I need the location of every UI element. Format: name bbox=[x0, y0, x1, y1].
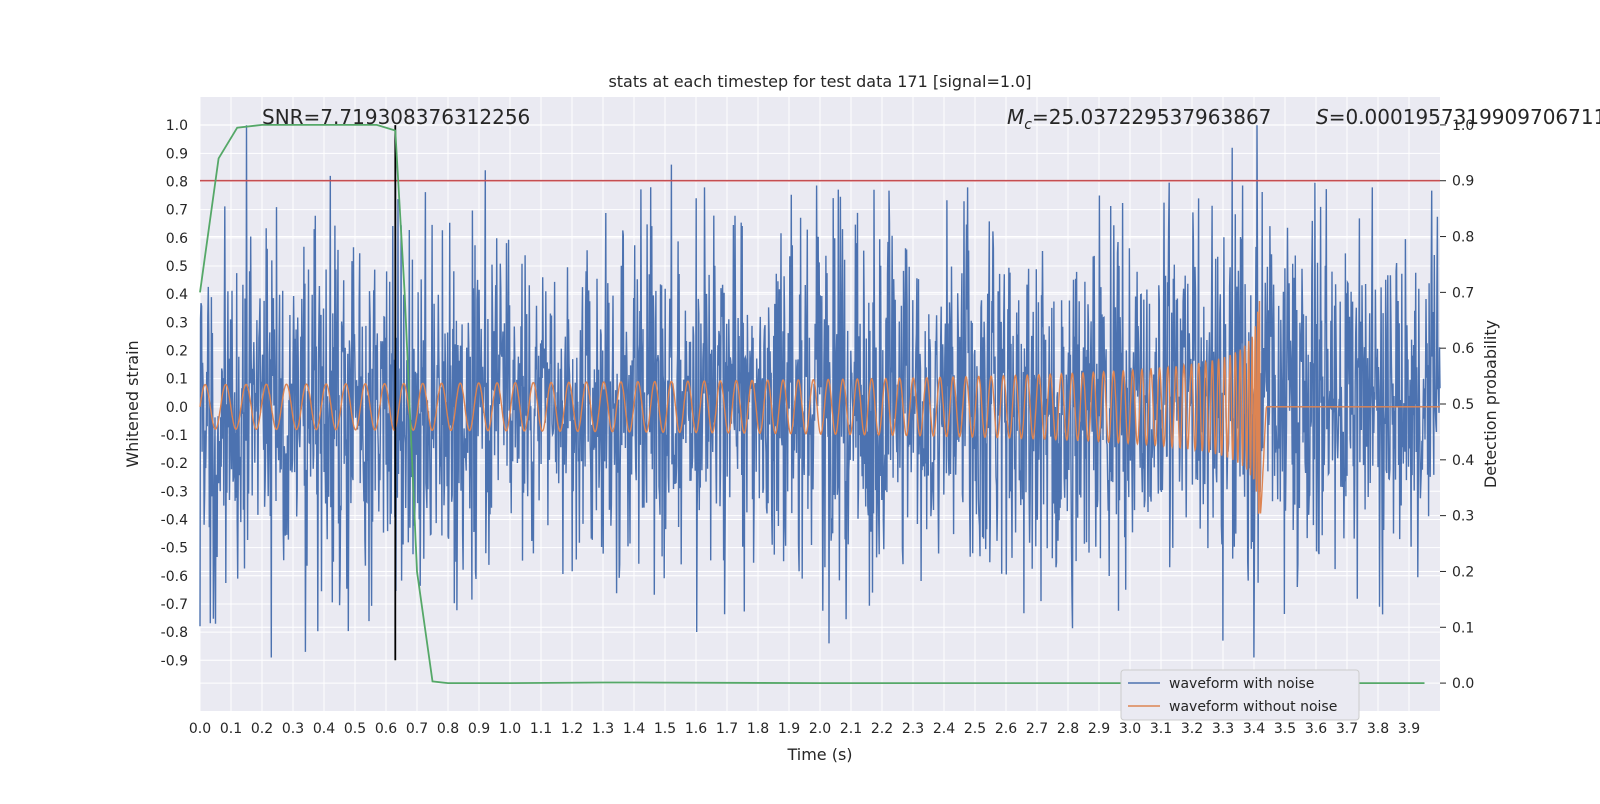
tick-labels: 0.0 0.1 0.2 0.3 0.4 0.5 0.6 0.7 0.8 0.9 1.0 1.1 1.2 1… bbox=[161, 118, 1475, 737]
y2-tick-label: 0.6 bbox=[1452, 341, 1474, 357]
x-axis-label: Time (s) bbox=[786, 745, 852, 764]
x-tick-label: 3.8 bbox=[1367, 721, 1389, 737]
x-tick-label: 0.5 bbox=[344, 721, 366, 737]
x-tick-label: 1.9 bbox=[778, 721, 800, 737]
x-tick-label: 0.9 bbox=[468, 721, 490, 737]
y-tick-label: 0.3 bbox=[166, 315, 188, 331]
x-tick-label: 2.5 bbox=[964, 721, 986, 737]
x-tick-label: 1.8 bbox=[747, 721, 769, 737]
y-tick-label: 0.7 bbox=[166, 203, 188, 219]
x-tick-label: 0.3 bbox=[282, 721, 304, 737]
x-tick-label: 2.0 bbox=[809, 721, 831, 737]
series-detection-probability bbox=[199, 124, 1425, 684]
y-tick-label: -0.5 bbox=[161, 541, 188, 557]
chart-title: stats at each timestep for test data 171… bbox=[608, 72, 1031, 91]
x-tick-label: 0.7 bbox=[406, 721, 428, 737]
x-tick-label: 1.3 bbox=[592, 721, 614, 737]
x-tick-label: 1.1 bbox=[530, 721, 552, 737]
x-tick-label: 3.3 bbox=[1212, 721, 1234, 737]
y-tick-label: 0.8 bbox=[166, 174, 188, 190]
x-tick-label: 2.9 bbox=[1088, 721, 1110, 737]
y2-axis-label: Detection probability bbox=[1481, 320, 1500, 488]
y-tick-label: -0.6 bbox=[161, 569, 188, 585]
x-tick-label: 1.5 bbox=[654, 721, 676, 737]
s-symbol: S bbox=[1316, 105, 1329, 129]
y-tick-label: -0.9 bbox=[161, 653, 188, 669]
x-tick-label: 2.8 bbox=[1057, 721, 1079, 737]
chirp-mass-annotation: Mc=25.037229537963867 bbox=[1007, 105, 1271, 133]
y2-tick-label: 0.0 bbox=[1452, 676, 1474, 692]
x-tick-label: 3.7 bbox=[1336, 721, 1358, 737]
x-tick-label: 0.6 bbox=[375, 721, 397, 737]
chirp-mass-symbol: M bbox=[1007, 105, 1024, 129]
legend-label-clean: waveform without noise bbox=[1169, 699, 1337, 715]
snr-annotation: SNR=7.719308376312256 bbox=[262, 105, 530, 129]
y-axis-label: Whitened strain bbox=[123, 340, 142, 467]
chirp-mass-value: =25.037229537963867 bbox=[1032, 105, 1271, 129]
y-tick-label: -0.7 bbox=[161, 597, 188, 613]
x-tick-label: 3.5 bbox=[1274, 721, 1296, 737]
x-tick-label: 2.3 bbox=[902, 721, 924, 737]
y2-tick-label: 0.3 bbox=[1452, 509, 1474, 525]
x-tick-label: 0.8 bbox=[437, 721, 459, 737]
x-tick-label: 1.4 bbox=[623, 721, 645, 737]
y-tick-label: 1.0 bbox=[166, 118, 188, 134]
y-tick-label: 0.6 bbox=[166, 231, 188, 247]
x-tick-label: 3.4 bbox=[1243, 721, 1265, 737]
series-layer bbox=[199, 124, 1441, 684]
x-tick-label: 1.6 bbox=[685, 721, 707, 737]
x-tick-label: 0.1 bbox=[220, 721, 242, 737]
legend: waveform with noise waveform without noi… bbox=[1120, 669, 1360, 721]
y-tick-label: 0.1 bbox=[166, 372, 188, 388]
x-tick-label: 3.9 bbox=[1398, 721, 1420, 737]
y2-tick-label: 0.8 bbox=[1452, 230, 1474, 246]
y2-tick-label: 1.0 bbox=[1452, 118, 1474, 134]
x-tick-label: 3.0 bbox=[1119, 721, 1141, 737]
y2-tick-label: 0.7 bbox=[1452, 285, 1474, 301]
y-tick-label: -0.8 bbox=[161, 625, 188, 641]
series-waveform-without-noise bbox=[199, 300, 1440, 514]
x-tick-label: 0.2 bbox=[251, 721, 273, 737]
x-tick-label: 2.4 bbox=[933, 721, 955, 737]
y2-tick-label: 0.9 bbox=[1452, 174, 1474, 190]
y-tick-label: -0.4 bbox=[161, 512, 188, 528]
y-tick-label: 0.9 bbox=[166, 146, 188, 162]
y-tick-label: 0.5 bbox=[166, 259, 188, 275]
x-tick-label: 2.2 bbox=[871, 721, 893, 737]
x-tick-label: 3.1 bbox=[1150, 721, 1172, 737]
y-tick-label: 0.4 bbox=[166, 287, 188, 303]
x-tick-label: 2.7 bbox=[1026, 721, 1048, 737]
x-tick-label: 2.6 bbox=[995, 721, 1017, 737]
x-tick-label: 1.2 bbox=[561, 721, 583, 737]
x-tick-label: 0.4 bbox=[313, 721, 335, 737]
y-tick-label: 0.2 bbox=[166, 343, 188, 359]
x-tick-label: 2.1 bbox=[840, 721, 862, 737]
legend-box bbox=[1120, 669, 1360, 721]
x-tick-label: 3.2 bbox=[1181, 721, 1203, 737]
s-annotation: S=0.00019573199097067118 bbox=[1316, 105, 1600, 129]
x-tick-label: 1.0 bbox=[499, 721, 521, 737]
y-tick-label: -0.3 bbox=[161, 484, 188, 500]
chirp-mass-subscript: c bbox=[1024, 117, 1032, 133]
y-tick-label: -0.2 bbox=[161, 456, 188, 472]
y2-tick-label: 0.5 bbox=[1452, 397, 1474, 413]
y2-tick-label: 0.1 bbox=[1452, 620, 1474, 636]
x-tick-label: 0.0 bbox=[189, 721, 211, 737]
x-tick-label: 3.6 bbox=[1305, 721, 1327, 737]
y-tick-label: 0.0 bbox=[166, 400, 188, 416]
y2-tick-label: 0.2 bbox=[1452, 564, 1474, 580]
y-tick-label: -0.1 bbox=[161, 428, 188, 444]
s-value: =0.00019573199097067118 bbox=[1329, 105, 1600, 129]
x-tick-label: 1.7 bbox=[716, 721, 738, 737]
legend-label-noise: waveform with noise bbox=[1169, 676, 1314, 692]
y2-tick-label: 0.4 bbox=[1452, 453, 1474, 469]
